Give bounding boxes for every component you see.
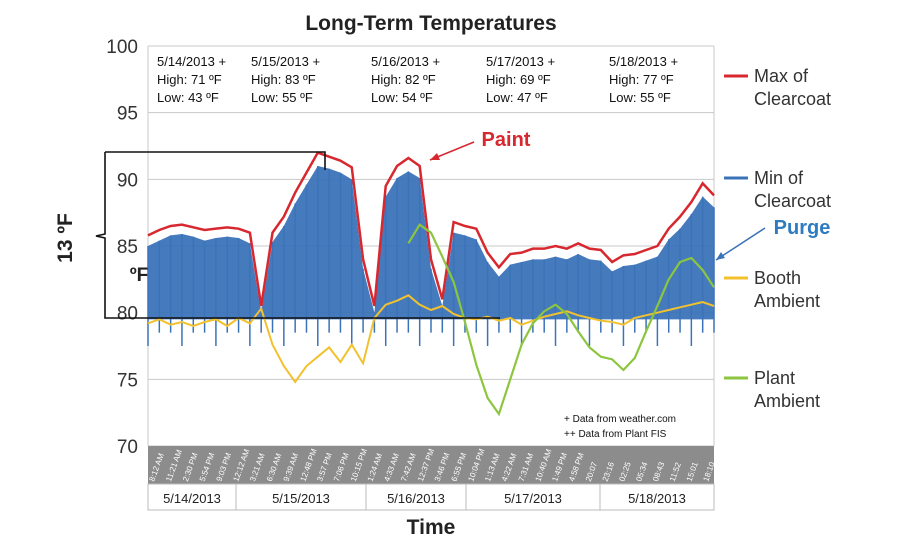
legend-label: Plant xyxy=(754,368,795,388)
weather-line: 5/16/2013 + xyxy=(371,54,440,69)
y-tick-label: 90 xyxy=(117,170,138,191)
y-tick-label: 75 xyxy=(117,370,138,391)
weather-line: Low: 47 ºF xyxy=(486,90,548,105)
time-axis-band xyxy=(148,446,714,484)
legend: Max of Clearcoat Min of Clearcoat Booth Ambie… xyxy=(724,66,831,411)
data-series xyxy=(147,151,715,417)
weather-line: Low: 55 ºF xyxy=(609,90,671,105)
source-note-1: + Data from weather.com xyxy=(564,414,676,425)
y-tick-label: 100 xyxy=(106,37,138,58)
day-label: 5/15/2013 xyxy=(272,491,330,506)
y-tick-label: 80 xyxy=(117,304,138,325)
y-tick-label: 85 xyxy=(117,237,138,258)
legend-label: Clearcoat xyxy=(754,89,831,109)
weather-line: Low: 55 ºF xyxy=(251,90,313,105)
weather-line: 5/15/2013 + xyxy=(251,54,320,69)
legend-label: Ambient xyxy=(754,391,820,411)
weather-line: Low: 43 ºF xyxy=(157,90,219,105)
chart-title: Long-Term Temperatures xyxy=(305,12,556,35)
legend-label: Booth xyxy=(754,268,801,288)
legend-label: Clearcoat xyxy=(754,191,831,211)
purge-arrowhead xyxy=(716,252,725,260)
weather-line: 5/14/2013 + xyxy=(157,54,226,69)
range-bracket xyxy=(95,151,500,319)
plant-ambient-line xyxy=(407,223,715,417)
max-clearcoat-line xyxy=(147,151,715,307)
purge-annotation: Purge xyxy=(774,217,831,239)
weather-line: High: 71 ºF xyxy=(157,72,222,87)
legend-label: Min of xyxy=(754,168,804,188)
paint-annotation: Paint xyxy=(482,129,531,151)
weather-line: High: 83 ºF xyxy=(251,72,316,87)
legend-label: Ambient xyxy=(754,291,820,311)
weather-line: Low: 54 ºF xyxy=(371,90,433,105)
x-axis-label: Time xyxy=(407,516,456,539)
day-label: 5/16/2013 xyxy=(387,491,445,506)
weather-line: 5/18/2013 + xyxy=(609,54,678,69)
y-axis-label: ºF xyxy=(130,265,149,286)
y-tick-label: 70 xyxy=(117,437,138,458)
weather-info: 5/14/2013 + High: 71 ºF Low: 43 ºF 5/15/201… xyxy=(157,54,678,105)
weather-line: High: 77 ºF xyxy=(609,72,674,87)
y-axis-ticks: 100 95 90 85 80 75 70 xyxy=(106,37,138,458)
legend-label: Max of xyxy=(754,66,809,86)
weather-line: High: 69 ºF xyxy=(486,72,551,87)
y-tick-label: 95 xyxy=(117,104,138,125)
weather-line: High: 82 ºF xyxy=(371,72,436,87)
weather-line: 5/17/2013 + xyxy=(486,54,555,69)
day-row xyxy=(147,483,715,511)
booth-ambient-line xyxy=(147,294,715,384)
purge-arrow xyxy=(715,227,766,261)
day-label: 5/14/2013 xyxy=(163,491,221,506)
day-label: 5/17/2013 xyxy=(504,491,562,506)
paint-arrowhead xyxy=(430,153,440,160)
day-label: 5/18/2013 xyxy=(628,491,686,506)
bracket-label: 13 ºF xyxy=(54,213,77,263)
source-note-2: ++ Data from Plant FIS xyxy=(564,429,667,440)
min-clearcoat-area xyxy=(148,166,714,320)
